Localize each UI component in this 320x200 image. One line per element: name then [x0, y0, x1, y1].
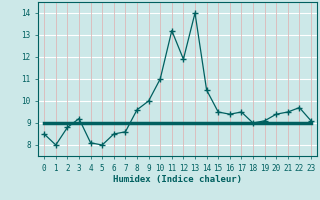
X-axis label: Humidex (Indice chaleur): Humidex (Indice chaleur) — [113, 175, 242, 184]
